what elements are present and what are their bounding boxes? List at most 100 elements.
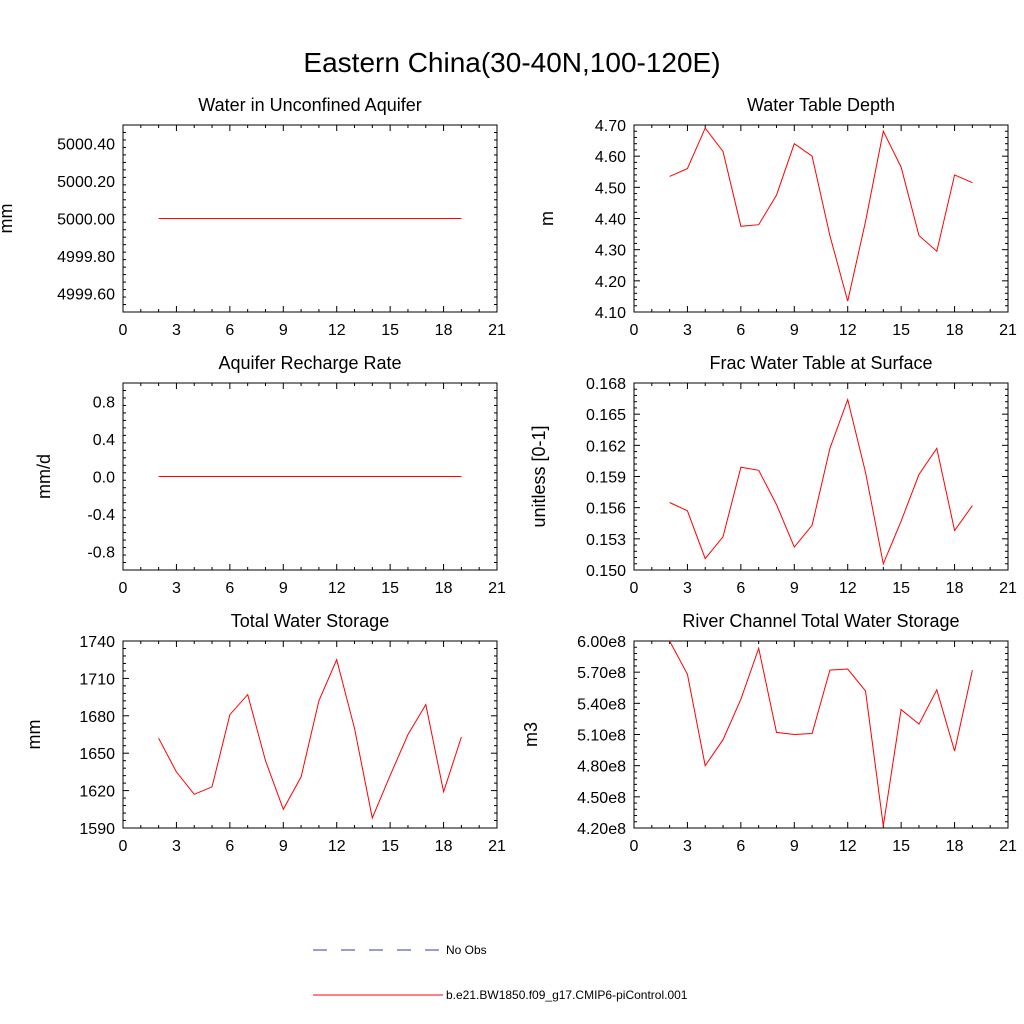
y-tick-label: 1650 (79, 746, 115, 763)
x-tick-label: 21 (488, 580, 506, 597)
y-axis-label: mm/d (34, 454, 54, 499)
x-tick-label: 9 (790, 580, 799, 597)
x-tick-label: 12 (328, 580, 346, 597)
y-tick-label: 0.4 (93, 432, 115, 449)
x-tick-label: 3 (683, 322, 692, 339)
series-line (158, 658, 462, 820)
figure-title: Eastern China(30-40N,100-120E) (303, 47, 720, 78)
x-tick-label: 15 (892, 838, 910, 855)
y-tick-label: 0.165 (586, 407, 626, 424)
x-tick-label: 6 (225, 580, 234, 597)
y-axis-label: mm (24, 720, 44, 750)
x-tick-label: 0 (119, 580, 128, 597)
chart-panels: 0 3 6 9 12 15 18 21 4999.60 4999.80 5000.00 5000.20… (0, 95, 1017, 855)
y-tick-label: 5.10e8 (577, 728, 626, 745)
x-tick-label: 21 (488, 322, 506, 339)
y-tick-label: 5000.40 (57, 137, 115, 154)
legend: No Obs b.e21.BW1850.f09_g17.CMIP6-piCont… (313, 943, 688, 1002)
y-tick-label: 4.20e8 (577, 821, 626, 838)
y-axis-label: m (537, 211, 557, 226)
x-tick-label: 21 (999, 838, 1017, 855)
x-tick-label: 12 (839, 322, 857, 339)
chart-panel: 0 3 6 9 12 15 18 21 4999.60 4999.80 5000.00 5000.20… (0, 95, 506, 339)
x-tick-label: 0 (630, 322, 639, 339)
y-tick-label: 4.30 (595, 243, 626, 260)
x-tick-label: 18 (946, 580, 964, 597)
y-tick-label: 4999.80 (57, 249, 115, 266)
y-tick-label: 1740 (79, 634, 115, 651)
x-tick-label: 12 (839, 838, 857, 855)
x-tick-label: 9 (790, 838, 799, 855)
panel-title: Water Table Depth (747, 95, 895, 115)
plot-frame (122, 124, 498, 313)
y-tick-label: 5.70e8 (577, 665, 626, 682)
y-tick-label: 4.60 (595, 149, 626, 166)
y-tick-label: 0.156 (586, 501, 626, 518)
plot-frame (633, 382, 1009, 571)
y-tick-label: 4.50 (595, 180, 626, 197)
panel-title: River Channel Total Water Storage (682, 611, 959, 631)
x-tick-label: 15 (892, 322, 910, 339)
chart-panel: 0 3 6 9 12 15 18 21 4.10 4.20 4.30 4.40 4.50 4.60 4.70… (537, 95, 1017, 339)
y-axis-label: m3 (521, 722, 541, 747)
y-tick-label: 1620 (79, 784, 115, 801)
y-tick-label: 4.50e8 (577, 790, 626, 807)
plot-frame (633, 124, 1009, 313)
x-tick-label: 0 (630, 838, 639, 855)
x-tick-label: 15 (381, 322, 399, 339)
y-tick-label: 1680 (79, 709, 115, 726)
y-tick-label: 4.80e8 (577, 759, 626, 776)
series-line (669, 397, 973, 566)
y-tick-label: 5000.20 (57, 174, 115, 191)
x-tick-label: 12 (328, 838, 346, 855)
x-tick-label: 18 (435, 580, 453, 597)
panel-title: Water in Unconfined Aquifer (198, 95, 421, 115)
x-tick-label: 9 (279, 322, 288, 339)
x-tick-label: 18 (946, 322, 964, 339)
y-tick-label: 0.8 (93, 395, 115, 412)
x-tick-label: 21 (488, 838, 506, 855)
y-tick-label: -0.4 (87, 507, 115, 524)
x-tick-label: 18 (946, 838, 964, 855)
x-tick-label: 18 (435, 322, 453, 339)
y-tick-label: 1710 (79, 671, 115, 688)
x-tick-label: 9 (790, 322, 799, 339)
legend-run-label: b.e21.BW1850.f09_g17.CMIP6-piControl.001 (446, 988, 688, 1002)
y-tick-label: 5000.00 (57, 212, 115, 229)
y-tick-label: 4999.60 (57, 286, 115, 303)
x-tick-label: 3 (172, 838, 181, 855)
legend-no-obs-label: No Obs (446, 943, 487, 957)
y-tick-label: 0.0 (93, 470, 115, 487)
y-tick-label: 0.168 (586, 376, 626, 393)
y-tick-label: 0.153 (586, 532, 626, 549)
x-tick-label: 6 (736, 322, 745, 339)
x-tick-label: 6 (736, 580, 745, 597)
panel-title: Aquifer Recharge Rate (218, 353, 401, 373)
chart-panel: 0 3 6 9 12 15 18 21 1590 1620 1650 1680 1710 1740 Tota… (24, 611, 506, 855)
x-tick-label: 18 (435, 838, 453, 855)
y-tick-label: 0.162 (586, 438, 626, 455)
x-tick-label: 6 (736, 838, 745, 855)
y-tick-label: 0.150 (586, 563, 626, 580)
x-tick-label: 12 (839, 580, 857, 597)
chart-panel: 0 3 6 9 12 15 18 21 -0.8 -0.4 0.0 0.4 0.8 Aquifer Rec… (34, 353, 506, 597)
y-tick-label: 6.00e8 (577, 634, 626, 651)
x-tick-label: 21 (999, 322, 1017, 339)
y-tick-label: 1590 (79, 821, 115, 838)
x-tick-label: 15 (381, 838, 399, 855)
chart-panel: 0 3 6 9 12 15 18 21 4.20e8 4.50e8 4.80e8 5.10e8 5.40… (521, 611, 1017, 855)
x-tick-label: 6 (225, 838, 234, 855)
y-axis-label: unitless [0-1] (529, 425, 549, 527)
x-tick-label: 15 (381, 580, 399, 597)
x-tick-label: 9 (279, 580, 288, 597)
series-line (669, 640, 973, 826)
x-tick-label: 9 (279, 838, 288, 855)
plot-frame (122, 640, 498, 829)
x-tick-label: 3 (683, 838, 692, 855)
y-tick-label: 4.40 (595, 212, 626, 229)
panel-title: Total Water Storage (231, 611, 389, 631)
x-tick-label: 3 (683, 580, 692, 597)
panel-title: Frac Water Table at Surface (709, 353, 932, 373)
x-tick-label: 0 (119, 322, 128, 339)
